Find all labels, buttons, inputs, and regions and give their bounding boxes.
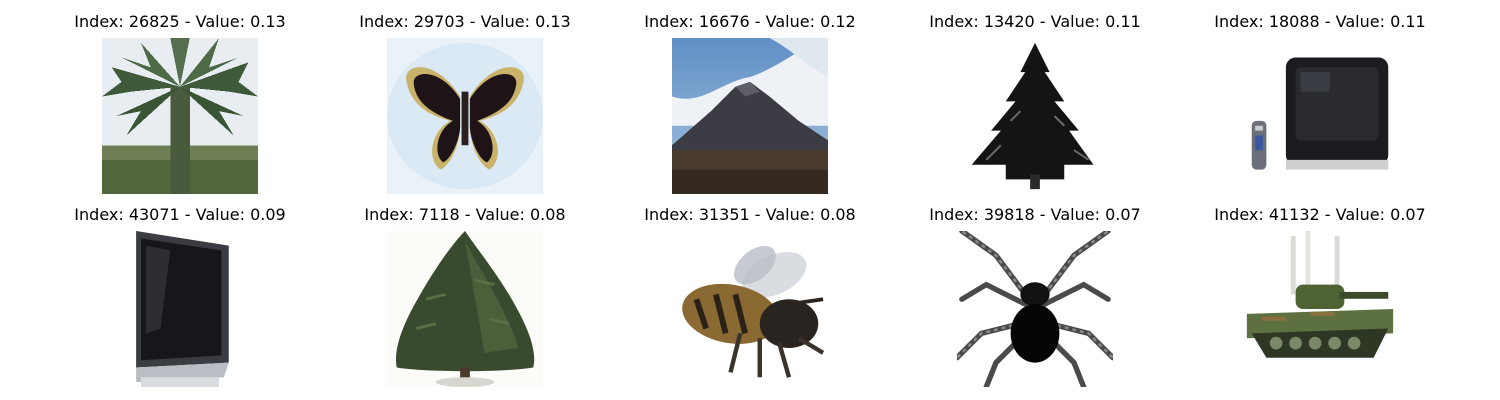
flatscreen-tv-image (102, 231, 258, 387)
panel-title: Index: 26825 - Value: 0.13 (74, 12, 286, 31)
panel-title: Index: 31351 - Value: 0.08 (644, 205, 856, 224)
spider-image (957, 231, 1113, 387)
palm-tree-image (102, 38, 258, 194)
pine-tree-image (957, 38, 1113, 194)
image-panel: Index: 13420 - Value: 0.11 (915, 12, 1155, 202)
panel-title: Index: 39818 - Value: 0.07 (929, 205, 1141, 224)
image-panel: Index: 31351 - Value: 0.08 (630, 205, 870, 395)
image-panel: Index: 18088 - Value: 0.11 (1200, 12, 1440, 202)
image-panel: Index: 43071 - Value: 0.09 (60, 205, 300, 395)
panel-title: Index: 29703 - Value: 0.13 (359, 12, 571, 31)
panel-title: Index: 43071 - Value: 0.09 (74, 205, 286, 224)
panel-title: Index: 41132 - Value: 0.07 (1214, 205, 1426, 224)
image-panel: Index: 41132 - Value: 0.07 (1200, 205, 1440, 395)
panel-title: Index: 7118 - Value: 0.08 (364, 205, 566, 224)
image-panel: Index: 16676 - Value: 0.12 (630, 12, 870, 202)
tank-image (1242, 231, 1398, 387)
panel-title: Index: 16676 - Value: 0.12 (644, 12, 856, 31)
image-panel: Index: 26825 - Value: 0.13 (60, 12, 300, 202)
image-panel: Index: 7118 - Value: 0.08 (345, 205, 585, 395)
crt-television-image (1242, 38, 1398, 194)
panel-title: Index: 18088 - Value: 0.11 (1214, 12, 1426, 31)
image-panel: Index: 29703 - Value: 0.13 (345, 12, 585, 202)
panel-title: Index: 13420 - Value: 0.11 (929, 12, 1141, 31)
conifer-tree-image (387, 231, 543, 387)
mountain-image (672, 38, 828, 194)
butterfly-image (387, 38, 543, 194)
bee-image (672, 231, 828, 387)
image-panel: Index: 39818 - Value: 0.07 (915, 205, 1155, 395)
